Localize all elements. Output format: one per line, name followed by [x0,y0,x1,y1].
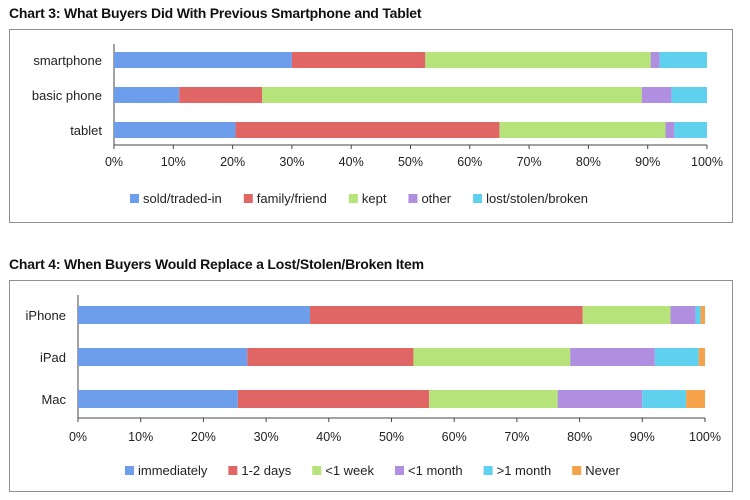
chart-4-legend-label-lt1-month: <1 month [408,463,463,478]
chart-4-tick-label: 60% [442,430,467,444]
chart-3-legend-swatch-kept [348,194,358,203]
chart-4-legend-swatch-immediately [125,466,134,475]
chart-4-bar-iphone-lt1-week [582,306,671,324]
chart-4-legend-swatch-1-2-days [228,466,238,475]
chart-3-bar-basic-phone-lost-stolen-broken [671,87,707,103]
chart-4-bar-iphone-gt1-month [695,306,701,324]
chart-3-legend-swatch-other [408,194,418,203]
chart-4-category-label: iPhone [26,308,66,323]
chart-3-frame: 0% 10% 20% 30% 40% 50% 60% 70% 80% 90% 100% smartph… [9,29,733,223]
chart-3-category-label: smartphone [33,53,102,68]
chart-4-bar-mac-lt1-month [557,390,643,408]
chart-4-bar-ipad-never [698,348,705,366]
chart-4-tick-label: 80% [567,430,592,444]
chart-3-tick-label: 40% [339,155,364,169]
chart-4-legend-label-immediately: immediately [138,463,208,478]
chart-3-title: Chart 3: What Buyers Did With Previous S… [9,5,422,21]
chart-3-legend-swatch-sold-traded-in [130,194,139,203]
chart-3-bar-smartphone-lost-stolen-broken [659,52,707,68]
chart-4-legend-label-gt1-month: >1 month [497,463,552,478]
chart-4-frame: 0% 10% 20% 30% 40% 50% 60% 70% 80% 90% 100% iPhone i… [9,280,733,492]
chart-4-bar-ipad-1-2-days [247,348,414,366]
chart-4-bar-mac-lt1-week [429,390,558,408]
chart-4-tick-label: 50% [379,430,404,444]
chart-3-bar-basic-phone-kept [262,87,642,103]
chart-3-bar-tablet-family-friend [235,122,500,138]
chart-4-legend-swatch-lt1-month [395,466,405,475]
chart-4-tick-label: 10% [128,430,153,444]
chart-3-legend-label-kept: kept [362,191,387,206]
chart-3-tick-label: 80% [576,155,601,169]
chart-3-tick-label: 20% [220,155,245,169]
chart-3-bar-tablet-kept [499,122,666,138]
chart-4-bar-ipad-immediately [78,348,248,366]
chart-4-title: Chart 4: When Buyers Would Replace a Los… [9,256,424,272]
chart-3-bar-tablet-sold-traded-in [114,122,236,138]
chart-3-tick-label: 50% [398,155,423,169]
chart-4-legend-label-never: Never [585,463,620,478]
chart-3-plot: 0% 10% 20% 30% 40% 50% 60% 70% 80% 90% 100% smartph… [32,44,723,206]
chart-3-bar-tablet-other [665,122,675,138]
chart-3-bar-smartphone-family-friend [291,52,426,68]
chart-4-tick-label: 100% [689,430,721,444]
chart-3-bar-tablet-lost-stolen-broken [674,122,707,138]
chart-3-bar-basic-phone-other [641,87,672,103]
chart-3-tick-label: 70% [517,155,542,169]
chart-3-category-label: basic phone [32,88,102,103]
chart-4-legend-swatch-never [572,466,582,475]
chart-4-bar-mac-1-2-days [237,390,430,408]
chart-4-category-label: Mac [41,392,66,407]
chart-3-tick-label: 30% [279,155,304,169]
chart-4-bar-ipad-gt1-month [654,348,699,366]
chart-3-bar-smartphone-kept [425,52,651,68]
chart-3-tick-label: 90% [635,155,660,169]
chart-3-legend-label-lost-stolen-broken: lost/stolen/broken [486,191,588,206]
chart-4-legend-swatch-gt1-month [483,466,493,475]
chart-3-legend-label-sold-traded-in: sold/traded-in [143,191,222,206]
chart-4-bar-ipad-lt1-week [413,348,571,366]
chart-3-tick-label: 10% [161,155,186,169]
chart-4-legend-label-lt1-week: <1 week [325,463,374,478]
chart-4-tick-label: 40% [316,430,341,444]
chart-3-tick-label: 0% [105,155,123,169]
chart-3-legend-label-family-friend: family/friend [257,191,327,206]
chart-3-tick-label: 60% [457,155,482,169]
chart-3-bar-basic-phone-family-friend [179,87,263,103]
chart-4-tick-label: 30% [254,430,279,444]
chart-4-bar-iphone-lt1-month [670,306,696,324]
chart-4-tick-label: 70% [504,430,529,444]
chart-4-category-label: iPad [40,350,66,365]
chart-3-legend-label-other: other [421,191,451,206]
chart-3-bar-basic-phone-sold-traded-in [114,87,180,103]
chart-4-bar-mac-immediately [78,390,238,408]
chart-3-bar-smartphone-sold-traded-in [114,52,292,68]
chart-4-tick-label: 90% [630,430,655,444]
chart-3-legend-swatch-family-friend [243,194,253,203]
chart-4-tick-label: 0% [69,430,87,444]
chart-4-plot: 0% 10% 20% 30% 40% 50% 60% 70% 80% 90% 100% iPhone i… [26,295,721,478]
chart-3-category-label: tablet [70,123,102,138]
chart-4-tick-label: 20% [191,430,216,444]
chart-4-bar-mac-never [686,390,705,408]
chart-4-bar-mac-gt1-month [642,390,687,408]
chart-3-legend-swatch-lost-stolen-broken [473,194,483,203]
chart-4-legend-swatch-lt1-week [312,466,322,475]
chart-3-bar-smartphone-other [650,52,660,68]
chart-4-bar-iphone-immediately [78,306,310,324]
chart-4-bar-ipad-lt1-month [570,348,655,366]
chart-4-bar-iphone-1-2-days [309,306,583,324]
chart-3-tick-label: 100% [691,155,723,169]
chart-4-legend-label-1-2-days: 1-2 days [241,463,291,478]
chart-4-bar-iphone-never [700,306,705,324]
